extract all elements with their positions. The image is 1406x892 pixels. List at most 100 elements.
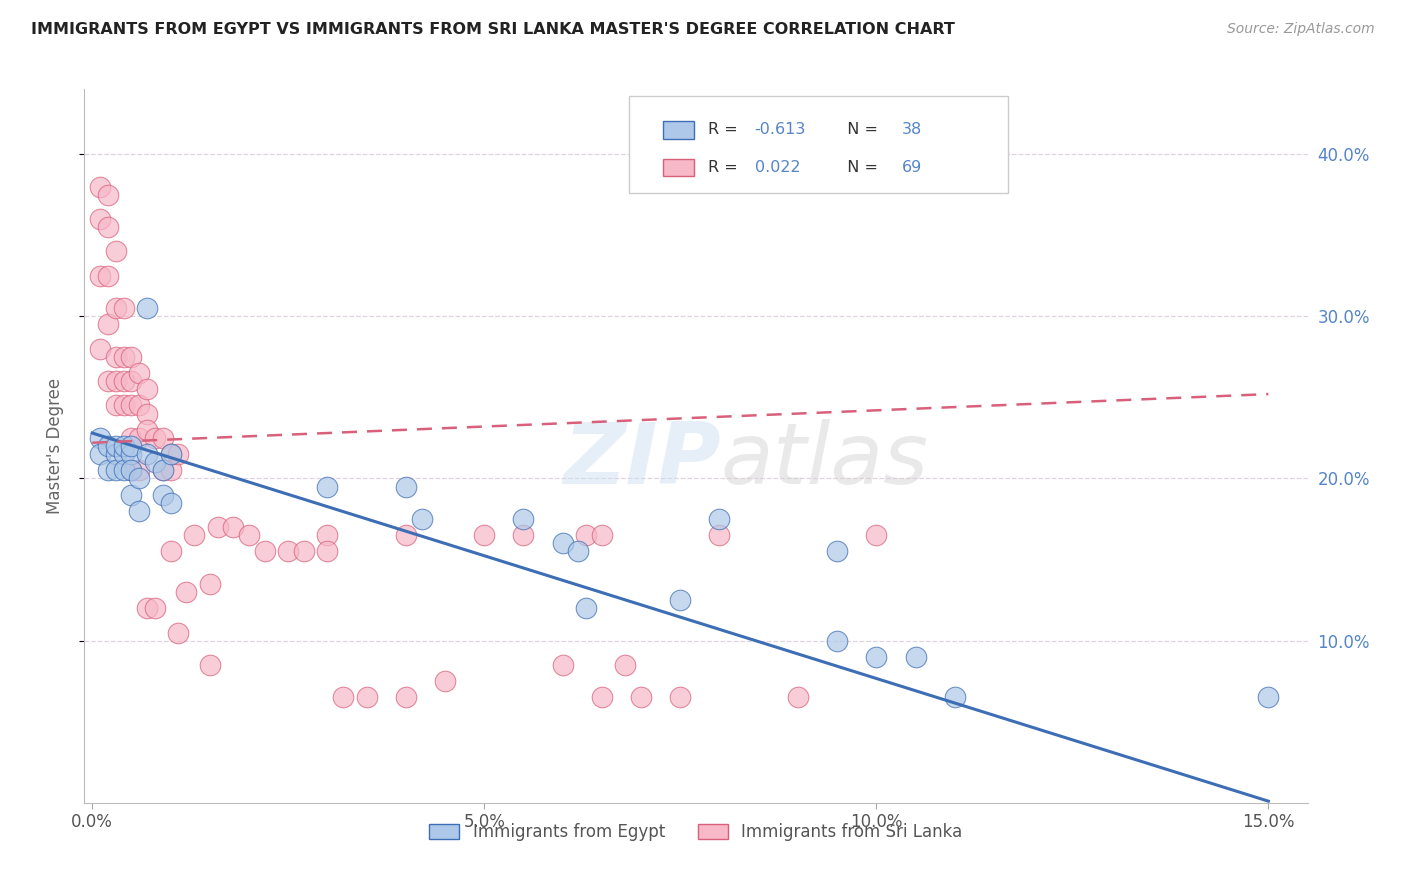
Point — [89, 268, 111, 283]
Point — [152, 488, 174, 502]
FancyBboxPatch shape — [628, 96, 1008, 193]
Point — [112, 463, 135, 477]
Point — [89, 431, 111, 445]
Point — [434, 674, 457, 689]
Point — [97, 318, 120, 332]
Point — [120, 447, 142, 461]
Point — [332, 690, 354, 705]
Point — [120, 374, 142, 388]
Point — [97, 268, 120, 283]
Text: 69: 69 — [901, 160, 922, 175]
Point — [159, 463, 181, 477]
Point — [104, 301, 127, 315]
Point — [167, 447, 190, 461]
Point — [143, 455, 166, 469]
Point — [128, 366, 150, 380]
Point — [128, 431, 150, 445]
Point — [575, 528, 598, 542]
Point — [112, 399, 135, 413]
FancyBboxPatch shape — [664, 159, 693, 177]
Point — [120, 439, 142, 453]
Point — [128, 471, 150, 485]
Point — [136, 423, 159, 437]
Point — [551, 657, 574, 672]
Point — [1257, 690, 1279, 705]
Point — [89, 211, 111, 226]
Point — [159, 544, 181, 558]
Text: -0.613: -0.613 — [755, 122, 806, 137]
Point — [183, 528, 205, 542]
Point — [120, 399, 142, 413]
Point — [152, 463, 174, 477]
Point — [112, 439, 135, 453]
Point — [356, 690, 378, 705]
Point — [104, 463, 127, 477]
Point — [709, 528, 731, 542]
Point — [104, 399, 127, 413]
Point — [174, 585, 197, 599]
Point — [104, 447, 127, 461]
Point — [112, 301, 135, 315]
Point — [143, 431, 166, 445]
Point — [904, 649, 927, 664]
Text: ZIP: ZIP — [562, 418, 720, 502]
Point — [198, 657, 221, 672]
Point — [709, 512, 731, 526]
Point — [472, 528, 495, 542]
Point — [120, 463, 142, 477]
Point — [120, 488, 142, 502]
Text: IMMIGRANTS FROM EGYPT VS IMMIGRANTS FROM SRI LANKA MASTER'S DEGREE CORRELATION C: IMMIGRANTS FROM EGYPT VS IMMIGRANTS FROM… — [31, 22, 955, 37]
Text: 38: 38 — [901, 122, 922, 137]
FancyBboxPatch shape — [664, 120, 693, 138]
Point — [104, 350, 127, 364]
Point — [136, 447, 159, 461]
Point — [89, 179, 111, 194]
Point — [943, 690, 966, 705]
Text: atlas: atlas — [720, 418, 928, 502]
Point — [128, 504, 150, 518]
Point — [97, 439, 120, 453]
Point — [865, 649, 887, 664]
Point — [97, 220, 120, 235]
Point — [277, 544, 299, 558]
Y-axis label: Master's Degree: Master's Degree — [45, 378, 63, 514]
Text: R =: R = — [709, 122, 744, 137]
Point — [104, 439, 127, 453]
Point — [104, 374, 127, 388]
Point — [143, 601, 166, 615]
Point — [112, 447, 135, 461]
Point — [222, 520, 245, 534]
Point — [120, 463, 142, 477]
Point — [207, 520, 229, 534]
Point — [316, 528, 339, 542]
Point — [551, 536, 574, 550]
Point — [136, 601, 159, 615]
Point — [512, 528, 534, 542]
Point — [614, 657, 637, 672]
Point — [395, 528, 418, 542]
Point — [787, 690, 810, 705]
Point — [575, 601, 598, 615]
Text: N =: N = — [837, 122, 883, 137]
Text: 0.022: 0.022 — [755, 160, 800, 175]
Point — [167, 625, 190, 640]
Point — [238, 528, 260, 542]
Point — [395, 479, 418, 493]
Point — [112, 374, 135, 388]
Point — [89, 342, 111, 356]
Point — [112, 350, 135, 364]
Point — [159, 496, 181, 510]
Text: Source: ZipAtlas.com: Source: ZipAtlas.com — [1227, 22, 1375, 37]
Point — [825, 633, 848, 648]
Point — [128, 399, 150, 413]
Text: R =: R = — [709, 160, 744, 175]
Point — [159, 447, 181, 461]
Point — [104, 244, 127, 259]
Point — [669, 690, 692, 705]
Point — [97, 374, 120, 388]
Point — [198, 577, 221, 591]
Point — [630, 690, 652, 705]
Point — [89, 447, 111, 461]
Point — [316, 544, 339, 558]
Point — [669, 593, 692, 607]
